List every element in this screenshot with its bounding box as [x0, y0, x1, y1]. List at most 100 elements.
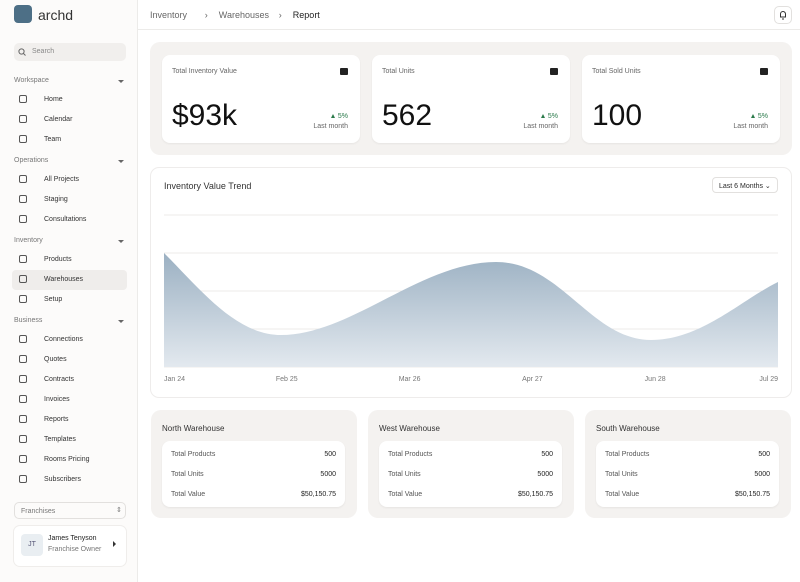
x-tick-label: Jun 28	[645, 376, 666, 383]
breadcrumb-item[interactable]: Inventory	[150, 10, 188, 20]
x-tick-label: Apr 27	[522, 376, 543, 383]
search-input[interactable]: Search	[14, 43, 126, 61]
row-value: 500	[324, 451, 336, 458]
row-value: $50,150.75	[300, 491, 336, 498]
logo	[14, 5, 32, 23]
breadcrumb-item: Report	[292, 10, 320, 20]
trend-card: Inventory Value Trend Last 6 Months ⌄ Ja…	[151, 168, 791, 397]
nav-item[interactable]: Warehouses	[12, 270, 127, 290]
row-label: Total Units	[388, 471, 421, 478]
chevron	[113, 541, 119, 547]
nav-item[interactable]: Quotes	[12, 350, 127, 370]
row-label: Total Value	[605, 491, 640, 498]
row-value: $50,150.75	[517, 491, 553, 498]
notifications-button[interactable]	[774, 6, 792, 24]
stat-value: 100	[592, 99, 643, 132]
nav-item[interactable]: Home	[12, 90, 127, 110]
change-value: 5%	[757, 113, 768, 120]
user-card[interactable]: JT James Tenyson Franchise Owner	[14, 526, 126, 566]
franchise-select[interactable]: Franchises	[14, 502, 126, 519]
nav-item[interactable]: Reports	[12, 410, 127, 430]
warehouse-name: West Warehouse	[379, 424, 440, 433]
stat-card: Total Units 562 5% Last month	[372, 55, 570, 143]
brand: archd	[38, 7, 74, 23]
row-label: Total Value	[388, 491, 423, 498]
nav-section: Business Connections Quotes Contracts Invoic…	[0, 312, 138, 490]
nav-icon	[19, 255, 27, 263]
row-label: Total Value	[171, 491, 206, 498]
nav-item[interactable]: Products	[12, 250, 127, 270]
warehouse-details: Total Products 500 Total Units 5000 Total Va…	[162, 441, 345, 507]
change-value: 5%	[337, 113, 348, 120]
nav-icon	[19, 195, 27, 203]
nav: Workspace Home Calendar Team Operations All P…	[0, 72, 138, 490]
row-label: Total Units	[171, 471, 204, 478]
nav-icon	[19, 435, 27, 443]
nav-item[interactable]: All Projects	[12, 170, 127, 190]
stat-change: 5%	[750, 112, 768, 120]
search-icon	[18, 48, 26, 56]
nav-icon	[19, 335, 27, 343]
stats-panel: Total Inventory Value $93k 5% Last month Tot…	[150, 42, 792, 155]
warehouse-card: North Warehouse Total Products 500 Total Un…	[151, 410, 357, 518]
row-value: 5000	[537, 471, 553, 478]
stat-icon	[340, 68, 348, 75]
nav-icon	[19, 175, 27, 183]
avatar: JT	[21, 534, 43, 556]
stat-period: Last month	[523, 123, 558, 130]
nav-item[interactable]: Staging	[12, 190, 127, 210]
stat-period: Last month	[733, 123, 768, 130]
user-name: James Tenyson	[48, 535, 97, 542]
row-label: Total Products	[605, 451, 650, 458]
stat-icon	[760, 68, 768, 75]
bell-icon	[780, 11, 786, 20]
stat-label: Total Sold Units	[592, 68, 641, 75]
arrow-icon	[750, 112, 755, 118]
warehouse-name: North Warehouse	[162, 424, 225, 433]
nav-item[interactable]: Consultations	[12, 210, 127, 230]
section-title[interactable]: Inventory	[0, 232, 138, 250]
row-value: 5000	[320, 471, 336, 478]
nav-item[interactable]: Connections	[12, 330, 127, 350]
trend-chart: Jan 24 Feb 25 Mar 26 Apr 27 Jun 28 Jul 29	[164, 214, 778, 383]
trend-title: Inventory Value Trend	[164, 181, 252, 191]
select-arrow: ⇕	[116, 507, 122, 514]
breadcrumb-separator: ›	[278, 10, 282, 20]
breadcrumb-item[interactable]: Warehouses	[218, 10, 269, 20]
stat-change: 5%	[540, 112, 558, 120]
row-label: Total Products	[171, 451, 216, 458]
stat-value: $93k	[172, 99, 238, 132]
nav-section: Operations All Projects Staging Consultatio…	[0, 152, 138, 230]
nav-item[interactable]: Templates	[12, 430, 127, 450]
nav-icon	[19, 275, 27, 283]
nav-section: Inventory Products Warehouses Setup	[0, 232, 138, 310]
warehouse-card: South Warehouse Total Products 500 Total Un…	[585, 410, 791, 518]
row-label: Total Products	[388, 451, 433, 458]
stat-value: 562	[382, 99, 433, 132]
nav-icon	[19, 215, 27, 223]
arrow-icon	[330, 112, 335, 118]
section-title[interactable]: Operations	[0, 152, 138, 170]
stat-label: Total Units	[382, 68, 415, 75]
range-label: Last 6 Months	[719, 183, 763, 190]
row-value: 5000	[754, 471, 770, 478]
arrow-icon	[540, 112, 545, 118]
row-label: Total Units	[605, 471, 638, 478]
nav-item[interactable]: Team	[12, 130, 127, 150]
change-value: 5%	[547, 113, 558, 120]
warehouse-details: Total Products 500 Total Units 5000 Total Va…	[596, 441, 779, 507]
range-select[interactable]: Last 6 Months ⌄	[712, 177, 778, 193]
stat-icon	[550, 68, 558, 75]
nav-item[interactable]: Subscribers	[12, 470, 127, 490]
nav-item[interactable]: Invoices	[12, 390, 127, 410]
nav-item[interactable]: Contracts	[12, 370, 127, 390]
section-title[interactable]: Business	[0, 312, 138, 330]
warehouse-details: Total Products 500 Total Units 5000 Total Va…	[379, 441, 562, 507]
area	[164, 253, 778, 367]
warehouse-name: South Warehouse	[596, 424, 660, 433]
nav-item[interactable]: Calendar	[12, 110, 127, 130]
nav-item[interactable]: Setup	[12, 290, 127, 310]
nav-icon	[19, 475, 27, 483]
nav-item[interactable]: Rooms Pricing	[12, 450, 127, 470]
section-title[interactable]: Workspace	[0, 72, 138, 90]
